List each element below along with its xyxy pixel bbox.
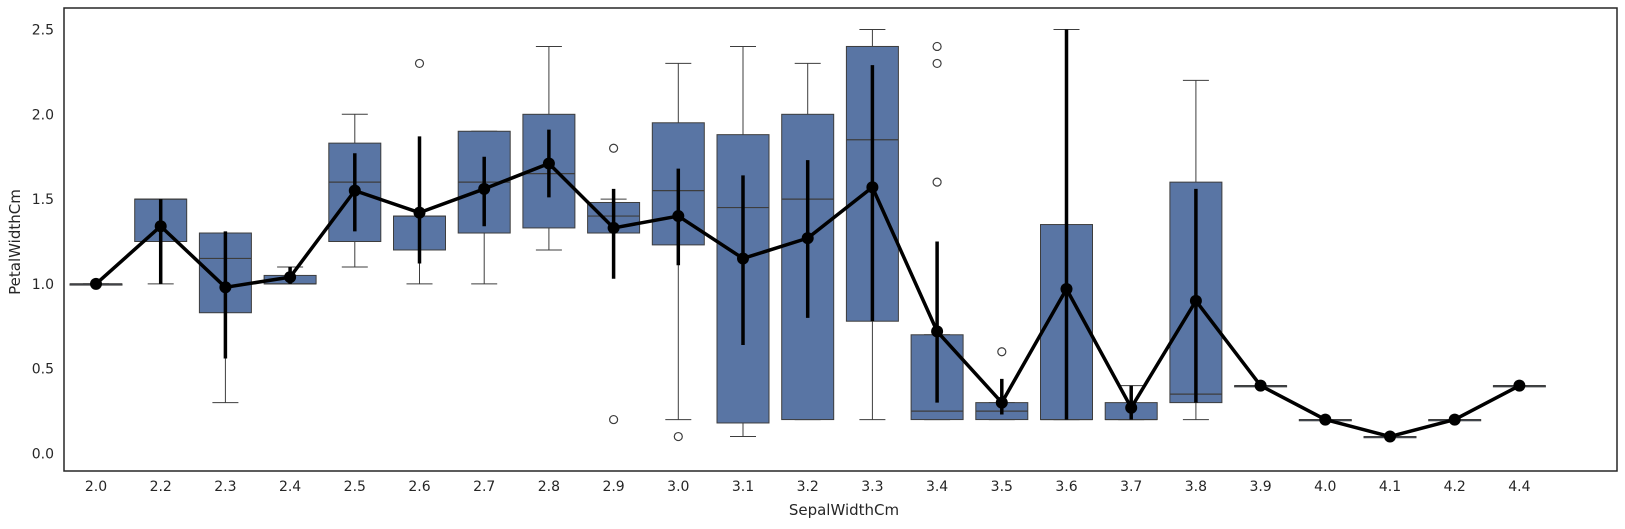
mean-point xyxy=(1125,401,1138,414)
box-2.9 xyxy=(587,143,641,425)
x-tick-label: 4.0 xyxy=(1314,479,1336,495)
x-tick-label: 2.5 xyxy=(344,479,366,495)
y-tick-label: 2.0 xyxy=(32,107,54,123)
x-tick-label: 2.9 xyxy=(602,479,624,495)
mean-point xyxy=(1254,379,1267,392)
x-tick-label: 2.6 xyxy=(408,479,430,495)
mean-point xyxy=(478,182,491,195)
x-tick-label: 2.7 xyxy=(473,479,495,495)
x-tick-label: 3.6 xyxy=(1055,479,1077,495)
outlier-point xyxy=(414,58,425,69)
x-tick-labels: 2.0 2.2 2.3 2.4 2.5 2.6 2.7 2.8 2.9 3.0 3.1 3.2 3.3 3… xyxy=(85,479,1531,495)
mean-point xyxy=(1513,379,1526,392)
mean-point xyxy=(1189,294,1202,307)
outlier-point xyxy=(608,414,619,425)
y-tick-label: 0.0 xyxy=(32,447,54,463)
x-tick-label: 2.8 xyxy=(538,479,560,495)
y-tick-label: 1.0 xyxy=(32,277,54,293)
x-axis: 2.0 2.2 2.3 2.4 2.5 2.6 2.7 2.8 2.9 3.0 3.1 3.2 3.3 3… xyxy=(85,479,1531,519)
outlier-point xyxy=(932,58,942,69)
mean-point xyxy=(413,206,426,219)
x-axis-label: SepalWidthCm xyxy=(789,501,899,519)
mean-point xyxy=(995,396,1008,409)
x-tick-label: 3.2 xyxy=(797,479,819,495)
mean-point xyxy=(1448,413,1461,426)
mean-point xyxy=(931,325,944,338)
x-tick-label: 3.5 xyxy=(991,479,1013,495)
mean-point xyxy=(866,181,879,194)
mean-point xyxy=(219,281,232,294)
x-tick-label: 3.0 xyxy=(667,479,689,495)
y-axis-label: PetalWidthCm xyxy=(6,189,24,295)
x-tick-label: 4.4 xyxy=(1508,479,1530,495)
point-plot xyxy=(90,29,1526,443)
mean-point xyxy=(607,221,620,234)
x-tick-label: 2.4 xyxy=(279,479,301,495)
y-tick-label: 1.5 xyxy=(32,192,54,208)
x-tick-label: 4.1 xyxy=(1379,479,1401,495)
mean-point xyxy=(1060,282,1073,295)
outlier-point xyxy=(608,143,619,153)
outlier-point xyxy=(932,41,942,52)
mean-point xyxy=(154,220,167,233)
x-tick-label: 3.7 xyxy=(1120,479,1142,495)
plot-frame xyxy=(63,7,1618,472)
mean-point xyxy=(284,271,297,284)
x-tick-label: 2.0 xyxy=(85,479,107,495)
x-tick-label: 3.8 xyxy=(1185,479,1207,495)
mean-point xyxy=(1384,430,1396,443)
outlier-point xyxy=(673,431,683,442)
x-tick-label: 2.3 xyxy=(214,479,236,495)
mean-point xyxy=(672,210,685,223)
x-tick-label: 4.2 xyxy=(1444,479,1466,495)
mean-point xyxy=(348,184,361,197)
outlier-point xyxy=(932,177,942,187)
y-tick-label: 2.5 xyxy=(32,23,54,39)
y-axis: 0.0 0.5 1.0 1.5 2.0 2.5 PetalWidthCm xyxy=(6,23,54,463)
mean-point xyxy=(90,277,102,290)
x-tick-label: 3.4 xyxy=(926,479,948,495)
mean-point xyxy=(801,232,814,245)
y-tick-labels: 0.0 0.5 1.0 1.5 2.0 2.5 xyxy=(32,23,54,463)
x-tick-label: 3.9 xyxy=(1249,479,1271,495)
mean-point xyxy=(1319,413,1332,426)
y-tick-label: 0.5 xyxy=(32,362,54,378)
outlier-point xyxy=(997,347,1007,357)
x-tick-label: 3.3 xyxy=(861,479,883,495)
mean-point xyxy=(542,157,555,170)
x-tick-label: 3.1 xyxy=(732,479,754,495)
x-tick-label: 2.2 xyxy=(150,479,172,495)
mean-point xyxy=(737,252,749,265)
